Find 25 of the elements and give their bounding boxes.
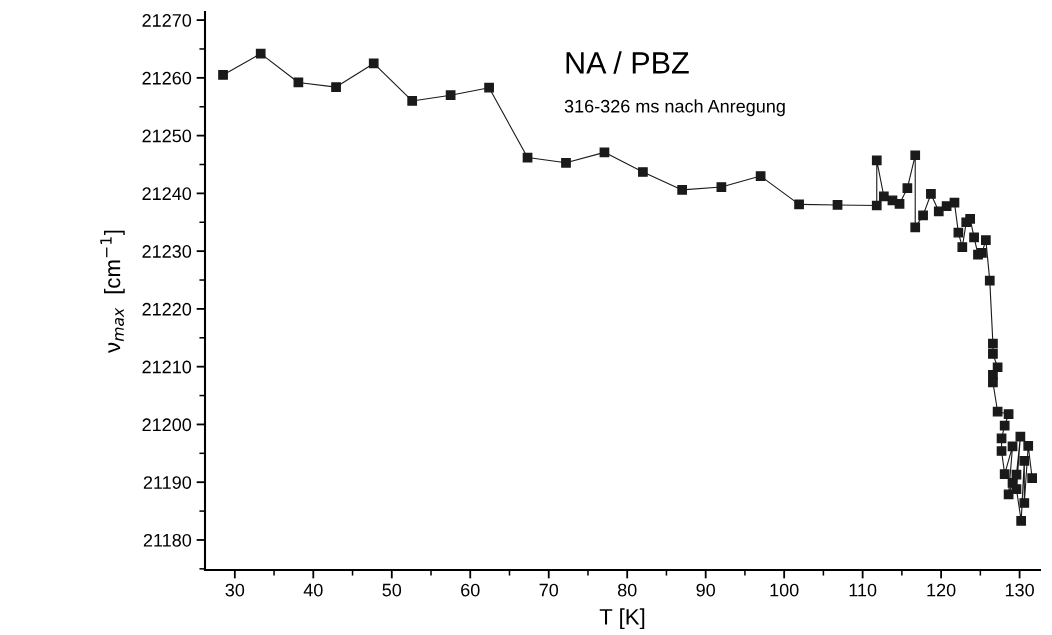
y-tick-label: 21230 — [142, 245, 192, 258]
x-tick-label: 70 — [539, 583, 559, 597]
x-tick-label: 60 — [461, 583, 480, 597]
y-tick-label: 21220 — [142, 302, 192, 316]
x-tick-label: 30 — [225, 583, 245, 597]
y-tick-label: 21250 — [142, 129, 192, 143]
x-tick-label: 130 — [1005, 583, 1034, 597]
x-tick-label: 80 — [617, 583, 637, 597]
y-tick-label: 21180 — [143, 533, 192, 547]
x-tick-label: 40 — [303, 583, 323, 597]
x-tick-label: 110 — [849, 583, 877, 597]
y-tick-label: 21270 — [142, 14, 192, 27]
y-tick-label: 21200 — [142, 418, 192, 432]
y-tick-label: 21240 — [142, 187, 192, 201]
x-tick-label: 100 — [770, 583, 799, 597]
x-tick-label: 90 — [696, 583, 716, 597]
text: 316-326 ms nach Anregung — [564, 99, 785, 117]
y-tick-label: 21210 — [142, 360, 192, 374]
x-tick-label: 50 — [382, 583, 402, 597]
y-tick-label: 21260 — [142, 71, 192, 85]
y-axis-title: ν$_{max}$ [cm$^{−1}$] — [100, 230, 125, 353]
x-tick-label: 120 — [927, 583, 956, 597]
text: NA / PBZ — [566, 51, 689, 74]
y-tick-label: 21190 — [143, 476, 192, 489]
x-axis-title: T [K] — [599, 608, 645, 630]
